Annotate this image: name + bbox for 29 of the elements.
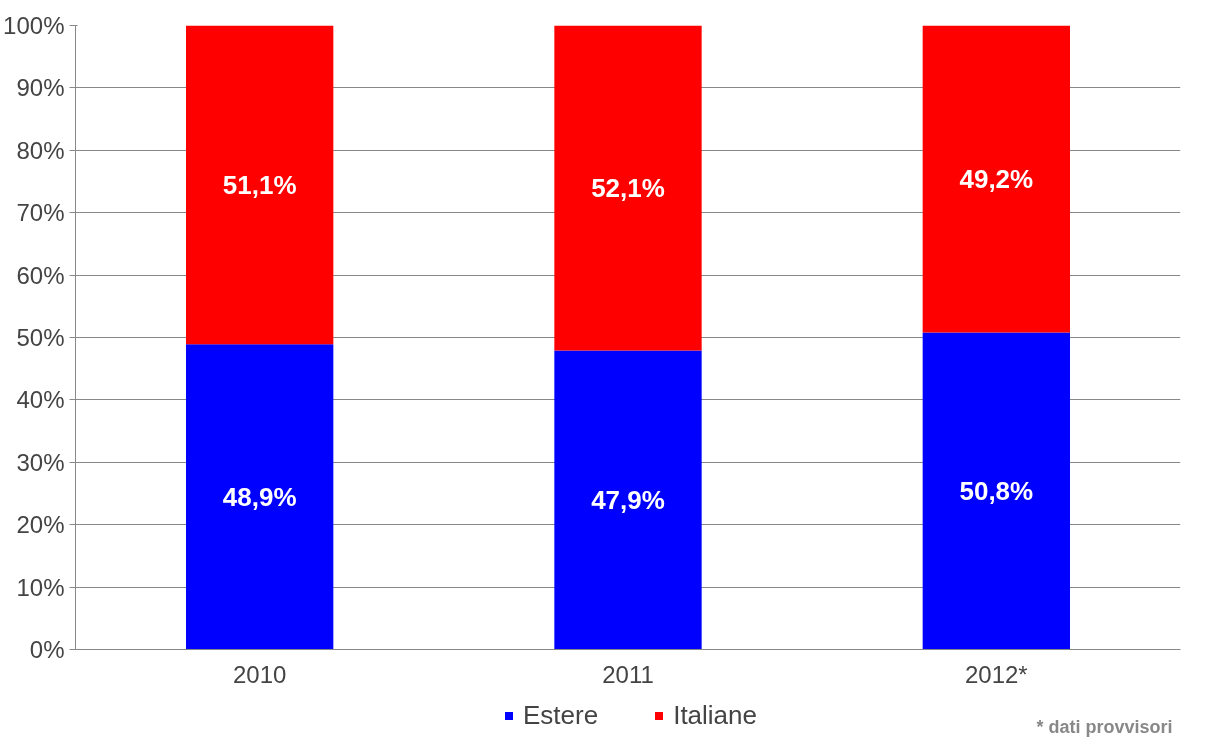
x-tick-label: 2011 [602, 660, 654, 688]
bar [922, 332, 1070, 650]
bar [186, 344, 334, 650]
y-tick-label: 50% [16, 324, 65, 351]
y-tick-label: 90% [16, 74, 65, 102]
data-label: 49,2% [959, 164, 1034, 194]
legend-label: Estere [523, 699, 599, 731]
data-label: 52,1% [591, 173, 665, 204]
y-tick-label: 10% [16, 573, 65, 601]
bar [922, 25, 1070, 333]
x-tick-label: 2010 [232, 660, 287, 688]
data-label: 48,9% [222, 481, 297, 512]
text: * dati provvisori [1036, 716, 1173, 737]
y-tick-label: 80% [16, 136, 65, 164]
y-tick-label: 70% [16, 199, 65, 227]
data-label: 50,8% [959, 476, 1034, 506]
y-tick-label: 30% [16, 448, 65, 476]
y-tick-label: 60% [16, 261, 65, 289]
legend-label: Italiane [673, 699, 757, 731]
data-label: 51,1% [222, 169, 297, 200]
y-tick-label: 20% [16, 511, 65, 539]
data-label: 47,9% [591, 485, 665, 516]
y-tick-label: 40% [16, 386, 65, 414]
bar [554, 350, 702, 650]
bar [186, 25, 334, 345]
y-tick-label: 0% [29, 636, 65, 663]
bar [554, 25, 702, 351]
x-tick-label: 2012* [964, 660, 1028, 688]
y-tick-label: 100% [3, 12, 65, 39]
